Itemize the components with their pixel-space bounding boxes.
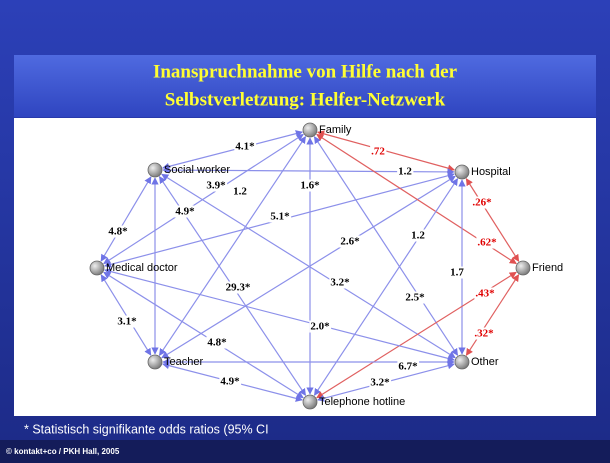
edge-label: 4.9* (220, 376, 240, 388)
title-box (14, 55, 596, 117)
edge-label: 29.3* (226, 282, 251, 294)
edge-label: 1.2 (411, 230, 425, 242)
node (454, 164, 470, 180)
edge-label: 4.1* (235, 141, 255, 153)
node-label: Friend (532, 262, 563, 274)
node-label: Teacher (164, 356, 203, 368)
edge-label: 5.1* (270, 211, 290, 223)
footer-bar (0, 440, 610, 463)
edge-label-bg (404, 291, 427, 304)
edge-label: 3.2* (330, 277, 350, 289)
edge-label-bg (397, 165, 414, 178)
edge-label-bg (224, 281, 252, 294)
edges: 4.1* .72 1.2 3.9* 1.2 4.8* 4.9* 5.1* 1.6* 2.6* 1.2… (100, 130, 520, 402)
edge (465, 274, 520, 356)
node (89, 260, 105, 276)
edge-label-bg (219, 375, 242, 388)
node-label: Other (471, 356, 499, 368)
edge-label: .62* (477, 237, 497, 249)
edge-label-bg (107, 225, 130, 238)
edge-label-bg (116, 315, 139, 328)
node (302, 394, 318, 410)
node-label: Family (319, 124, 352, 136)
node (515, 260, 531, 276)
edge-label: .26* (472, 197, 492, 209)
footnote: * Statistisch signifikante odds ratios (… (24, 422, 269, 436)
edge-label: .72 (371, 146, 385, 158)
edge-label: .43* (475, 288, 495, 300)
edge-label-bg (299, 179, 322, 192)
edge-label: 2.5* (405, 292, 425, 304)
edge-label: 4.8* (207, 337, 227, 349)
edge-label-bg (339, 235, 362, 248)
edge-label: 3.2* (370, 377, 390, 389)
edge-label: 4.8* (108, 226, 128, 238)
edge-label-bg (309, 320, 332, 333)
edge-label: 2.6* (340, 236, 360, 248)
edge-label-bg (370, 145, 387, 158)
edge-label-bg (397, 360, 420, 373)
node-label: Hospital (471, 166, 511, 178)
edge-label: 1.6* (300, 180, 320, 192)
edge-label: 1.2 (398, 166, 412, 178)
edge-label: .32* (474, 328, 494, 340)
node (454, 354, 470, 370)
edge-label-bg (174, 205, 197, 218)
edge-label: 1.2 (233, 186, 247, 198)
title-line: Selbstverletzung: Helfer-Netzwerk (165, 89, 446, 110)
edge-label-bg (449, 266, 466, 279)
edge-label-bg (471, 196, 494, 209)
edge (104, 268, 455, 362)
node-label: Social worker (164, 164, 230, 176)
edge-label-bg (205, 179, 228, 192)
nodes: Family Social worker Hospital Medical docto… (89, 122, 563, 410)
node (147, 354, 163, 370)
edge-label-bg (476, 236, 499, 249)
edge-label-bg (232, 185, 249, 198)
edge-label-bg (206, 336, 229, 349)
edge-label: 3.9* (206, 180, 226, 192)
edge-label-bg (473, 327, 496, 340)
node-label: Medical doctor (106, 262, 178, 274)
edge-label-bg (369, 376, 392, 389)
edge-label: 2.0* (310, 321, 330, 333)
title-line: Inanspruchnahme von Hilfe nach der (153, 61, 458, 82)
edge-label: 3.1* (117, 316, 137, 328)
edge-label: 4.9* (175, 206, 195, 218)
node (147, 162, 163, 178)
edge-label-bg (329, 276, 352, 289)
node (302, 122, 318, 138)
edge-label: 6.7* (398, 361, 418, 373)
copyright: © kontakt+co / PKH Hall, 2005 (6, 447, 120, 456)
edge-label-bg (474, 287, 497, 300)
edge-label-bg (410, 229, 427, 242)
edge-label: 1.7 (450, 267, 464, 279)
edge-label-bg (269, 210, 292, 223)
node-label: Telephone hotline (319, 396, 405, 408)
edge-label-bg (234, 140, 257, 153)
